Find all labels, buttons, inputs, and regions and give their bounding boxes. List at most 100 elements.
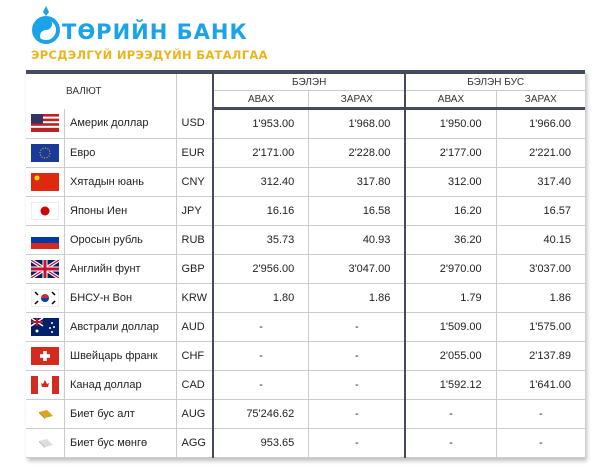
header-currency: ВАЛЮТ	[26, 70, 176, 109]
header-cash: БЭЛЭН	[211, 70, 406, 91]
table-row: Канад доллар CAD - - 1'592.12 1'641.00	[26, 370, 585, 400]
cash-buy-rate: 953.65	[211, 428, 309, 458]
noncash-sell-rate: 2'221.00	[495, 138, 585, 168]
cash-sell-rate: 16.58	[308, 196, 406, 226]
ru-flag-icon	[31, 231, 59, 249]
cash-sell-rate: 40.93	[308, 225, 406, 255]
cash-sell-rate: -	[308, 399, 406, 429]
header-cash-buy: АВАХ	[211, 90, 309, 110]
cash-buy-rate: 75'246.62	[211, 399, 309, 429]
noncash-buy-rate: 1'592.12	[404, 370, 497, 400]
currency-name: Биет бус мөнгө	[64, 428, 176, 458]
noncash-buy-rate: -	[404, 399, 497, 429]
ca-flag-icon	[31, 376, 59, 394]
noncash-buy-rate: -	[404, 428, 497, 458]
header-noncash: БЭЛЭН БУС	[404, 70, 585, 91]
cash-buy-rate: -	[211, 341, 309, 371]
silver-bar-icon	[39, 439, 53, 448]
cash-buy-rate: 312.40	[211, 167, 309, 197]
currency-name: Евро	[64, 138, 176, 168]
ch-flag-icon	[31, 347, 59, 365]
currency-name: Английн фунт	[64, 254, 176, 284]
cash-sell-rate: 1.86	[308, 283, 406, 313]
exchange-rate-table: ВАЛЮТ БЭЛЭН БЭЛЭН БУС АВАХ ЗАРАХ АВАХ ЗА…	[26, 70, 585, 458]
header-cash-sell: ЗАРАХ	[308, 90, 406, 110]
currency-name: Канад доллар	[64, 370, 176, 400]
cash-sell-rate: -	[308, 341, 406, 371]
bank-logo: ТӨРИЙН БАНК ЭРСДЭЛГҮЙ ИРЭЭДҮЙН БАТАЛГАА	[30, 4, 310, 66]
noncash-sell-rate: 3'037.00	[495, 254, 585, 284]
cash-buy-rate: -	[211, 312, 309, 342]
noncash-buy-rate: 1'950.00	[404, 108, 497, 139]
table-row: Японы Иен JPY 16.16 16.58 16.20 16.57	[26, 196, 585, 226]
currency-code: AUG	[175, 399, 213, 429]
currency-name: БНСУ-н Вон	[64, 283, 176, 313]
noncash-sell-rate: 317.40	[495, 167, 585, 197]
table-row: БНСУ-н Вон KRW 1.80 1.86 1.79 1.86	[26, 283, 585, 313]
cash-buy-rate: 1.80	[211, 283, 309, 313]
noncash-sell-rate: 40.15	[495, 225, 585, 255]
table-row: Хятадын юань CNY 312.40 317.80 312.00 31…	[26, 167, 585, 197]
header-noncash-buy: АВАХ	[404, 90, 497, 110]
currency-code: AGG	[175, 428, 213, 458]
currency-code: KRW	[175, 283, 213, 313]
cash-buy-rate: 2'956.00	[211, 254, 309, 284]
header-code	[175, 70, 213, 109]
table-row: Америк доллар USD 1'953.00 1'968.00 1'95…	[26, 108, 585, 139]
soyombo-emblem-icon	[32, 6, 60, 44]
bank-name: ТӨРИЙН БАНК	[62, 20, 248, 44]
cash-buy-rate: 35.73	[211, 225, 309, 255]
gold-bar-icon	[39, 410, 53, 419]
noncash-sell-rate: 1'966.00	[495, 108, 585, 139]
noncash-sell-rate: 1'575.00	[495, 312, 585, 342]
cash-sell-rate: 3'047.00	[308, 254, 406, 284]
noncash-sell-rate: 1'641.00	[495, 370, 585, 400]
currency-code: RUB	[175, 225, 213, 255]
cash-sell-rate: 317.80	[308, 167, 406, 197]
table-row: Оросын рубль RUB 35.73 40.93 36.20 40.15	[26, 225, 585, 255]
jp-flag-icon	[31, 202, 59, 220]
currency-code: USD	[175, 108, 213, 139]
kr-flag-icon	[31, 289, 59, 307]
currency-name: Америк доллар	[64, 108, 176, 139]
au-flag-icon	[31, 318, 59, 336]
cash-buy-rate: -	[211, 370, 309, 400]
currency-code: AUD	[175, 312, 213, 342]
currency-code: JPY	[175, 196, 213, 226]
table-row: Евро EUR 2'171.00 2'228.00 2'177.00 2'22…	[26, 138, 585, 168]
noncash-sell-rate: -	[495, 399, 585, 429]
currency-name: Хятадын юань	[64, 167, 176, 197]
currency-code: CHF	[175, 341, 213, 371]
cash-buy-rate: 1'953.00	[211, 108, 309, 139]
noncash-sell-rate: 1.86	[495, 283, 585, 313]
currency-name: Оросын рубль	[64, 225, 176, 255]
currency-code: CAD	[175, 370, 213, 400]
cash-sell-rate: 2'228.00	[308, 138, 406, 168]
noncash-buy-rate: 2'177.00	[404, 138, 497, 168]
noncash-buy-rate: 2'970.00	[404, 254, 497, 284]
us-flag-icon	[31, 114, 59, 133]
gb-flag-icon	[31, 260, 59, 278]
cash-buy-rate: 16.16	[211, 196, 309, 226]
table-row: Австрали доллар AUD - - 1'509.00 1'575.0…	[26, 312, 585, 342]
table-row: Швейцарь франк CHF - - 2'055.00 2'137.89	[26, 341, 585, 371]
table-row: Английн фунт GBP 2'956.00 3'047.00 2'970…	[26, 254, 585, 284]
eu-flag-icon	[31, 144, 59, 162]
noncash-sell-rate: -	[495, 428, 585, 458]
currency-code: CNY	[175, 167, 213, 197]
currency-name: Швейцарь франк	[64, 341, 176, 371]
currency-name: Японы Иен	[64, 196, 176, 226]
currency-code: GBP	[175, 254, 213, 284]
cash-buy-rate: 2'171.00	[211, 138, 309, 168]
noncash-buy-rate: 16.20	[404, 196, 497, 226]
table-row: Биет бус мөнгө AGG 953.65 - - -	[26, 428, 585, 458]
noncash-sell-rate: 16.57	[495, 196, 585, 226]
currency-code: EUR	[175, 138, 213, 168]
noncash-sell-rate: 2'137.89	[495, 341, 585, 371]
currency-name: Австрали доллар	[64, 312, 176, 342]
cash-sell-rate: 1'968.00	[308, 108, 406, 139]
currency-name: Биет бус алт	[64, 399, 176, 429]
noncash-buy-rate: 2'055.00	[404, 341, 497, 371]
noncash-buy-rate: 1.79	[404, 283, 497, 313]
cash-sell-rate: -	[308, 370, 406, 400]
